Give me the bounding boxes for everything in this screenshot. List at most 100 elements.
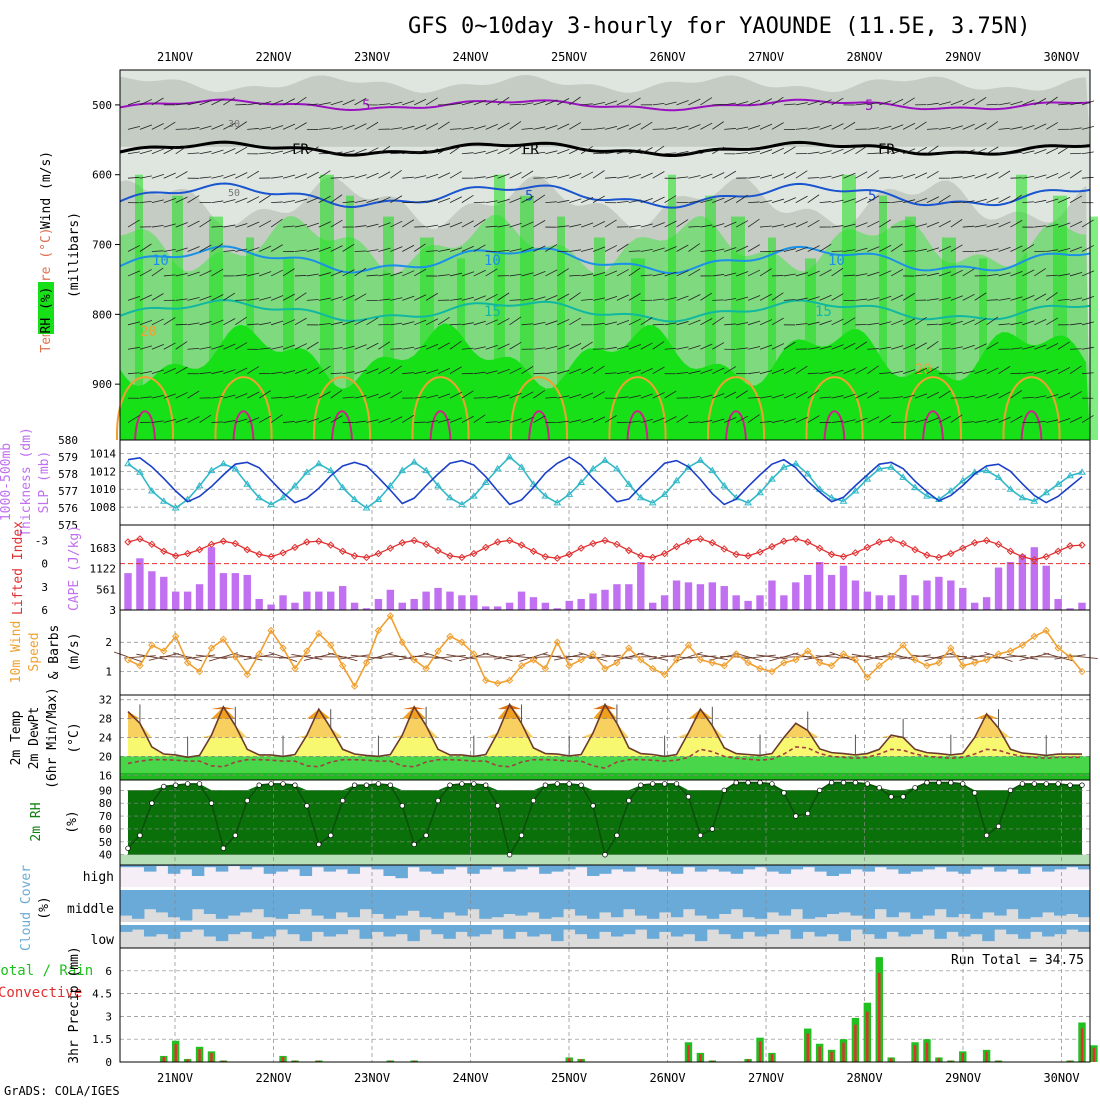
precip-conv-bar (878, 973, 880, 1062)
wind-tick-1: 1 (105, 666, 112, 679)
cloud-high-bar (443, 865, 455, 869)
cape-bar (816, 562, 823, 610)
cloud-low-bar (527, 925, 539, 937)
precip-tick-6: 6 (105, 965, 112, 978)
cloud-low-bar (300, 925, 312, 941)
cloud-low-bar (587, 925, 599, 939)
rh2m-line-point (650, 782, 655, 787)
cloud-mid-bar (946, 890, 958, 917)
pressure-tick-800: 800 (92, 308, 112, 321)
cape-bar (303, 592, 310, 610)
rh2m-line-point (853, 780, 858, 785)
rh-streak (320, 175, 334, 440)
cape-bar (411, 599, 418, 610)
cloud-mid-bar (467, 890, 479, 909)
day-label-top-24NOV: 24NOV (452, 50, 488, 64)
ylabel-millibars: (millibars) (67, 212, 82, 298)
rh2m-line-point (197, 782, 202, 787)
cape-bar (434, 588, 441, 610)
rh2m-line-point (782, 791, 787, 796)
rh2m-line-point (257, 783, 262, 788)
thickness-tick-577: 577 (58, 485, 78, 498)
cape-bar (744, 601, 751, 610)
cloud-mid-bar (839, 890, 851, 912)
cloud-low-bar (647, 925, 659, 939)
li-line (128, 539, 1082, 560)
rh2m-line-point (555, 782, 560, 787)
precip-conv-bar (938, 1058, 940, 1062)
cloud-mid-bar (827, 890, 839, 914)
cloud-low-bar (467, 925, 479, 937)
cloud-low-bar (120, 925, 132, 932)
cloud-mid-bar (395, 890, 407, 916)
rh-streak (705, 196, 716, 440)
cloud-high-bar (707, 865, 719, 869)
day-label-bottom-28NOV: 28NOV (846, 1071, 882, 1085)
cape-bar (792, 582, 799, 610)
rh2m-line-point (352, 783, 357, 788)
day-label-top-28NOV: 28NOV (846, 50, 882, 64)
cloud-low-bar (204, 925, 216, 937)
day-label-bottom-25NOV: 25NOV (551, 1071, 587, 1085)
cloud-mid-bar (623, 890, 635, 909)
cloud-high-bar (276, 865, 288, 872)
cloud-high-bar (348, 865, 360, 874)
cloud-low-bar (1006, 925, 1018, 934)
cloud-low-bar (874, 925, 886, 939)
day-label-top-25NOV: 25NOV (551, 50, 587, 64)
cloud-low-bar (264, 925, 276, 937)
cloud-mid-bar (120, 890, 132, 916)
rh2m-line-point (901, 794, 906, 799)
cloud-low-bar (575, 925, 587, 934)
cloud-mid-bar (156, 890, 168, 912)
cloud-low-bar (348, 925, 360, 930)
cape-bar (399, 603, 406, 610)
rh2m-line-point (1056, 782, 1061, 787)
cloud-mid-bar (1078, 890, 1090, 917)
cloud-high-bar (922, 865, 934, 869)
precip-tick-1.5: 1.5 (92, 1033, 112, 1046)
cape-bar (136, 558, 143, 610)
cloud-mid-bar (336, 890, 348, 912)
cape-bar (756, 595, 763, 610)
cloud-mid-bar (647, 890, 659, 919)
cape-bar (625, 584, 632, 610)
cloud-low-bar (443, 925, 455, 939)
thickness-tick-578: 578 (58, 468, 78, 481)
cape-bar (840, 566, 847, 610)
cloud-label-middle: middle (67, 902, 114, 917)
wind-tick-2: 2 (105, 636, 112, 649)
cloud-low-bar (479, 925, 491, 934)
precip-tick-3: 3 (105, 1010, 112, 1023)
rh2m-tick-50: 50 (99, 836, 112, 849)
day-label-bottom-22NOV: 22NOV (255, 1071, 291, 1085)
rh2m-line-point (328, 833, 333, 838)
cloud-high-bar (395, 865, 407, 878)
cape-bar (255, 599, 262, 610)
cloud-high-bar (479, 865, 491, 869)
cloud-low-bar (168, 925, 180, 939)
cloud-mid-bar (934, 890, 946, 909)
cloud-low-bar (1030, 925, 1042, 932)
precip-conv-bar (568, 1058, 570, 1062)
cloud-mid-bar (551, 890, 563, 917)
freezing-level-label: FR (522, 142, 539, 158)
wind-panel-frame (120, 610, 1090, 695)
rh-streak (246, 238, 254, 440)
cape-bar (637, 562, 644, 610)
day-label-top-21NOV: 21NOV (157, 50, 193, 64)
precip-run-total: Run Total = 34.75 (951, 953, 1084, 968)
cape-bar (685, 582, 692, 610)
day-label-top-22NOV: 22NOV (255, 50, 291, 64)
cloud-low-bar (515, 925, 527, 932)
slp-tick-1010: 1010 (90, 483, 117, 496)
rh2m-line-point (436, 798, 441, 803)
temp-tick-20: 20 (99, 750, 112, 763)
cloud-low-bar (767, 925, 779, 934)
cape-bar (697, 584, 704, 610)
cloud-high-bar (467, 865, 479, 874)
rh2m-line-point (412, 842, 417, 847)
ylabel-thickness-b: Thickness (dm) (19, 427, 34, 537)
rh-streak (905, 217, 916, 440)
cloud-high-bar (850, 865, 862, 869)
